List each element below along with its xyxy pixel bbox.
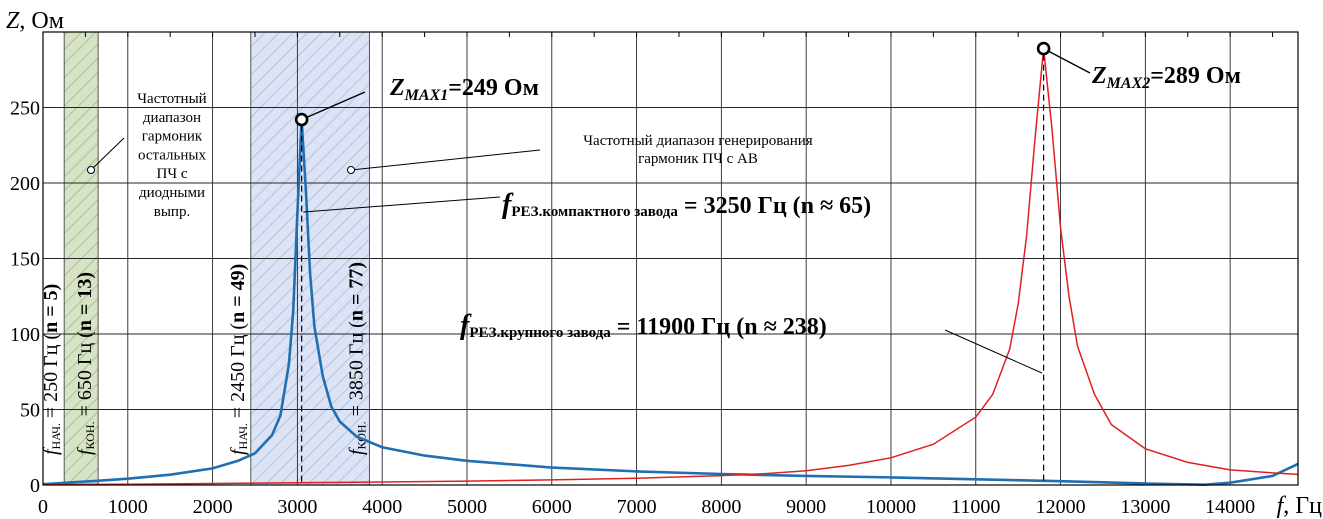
x-tick-label: 1000 [108, 496, 148, 518]
x-tick-label: 0 [38, 496, 48, 518]
series-line-blue [42, 119, 1299, 487]
series-lines [42, 48, 1299, 487]
x-tick-label: 13000 [1120, 496, 1170, 518]
compact-resonance-label: fРЕЗ.компактного завода = 3250 Гц (n ≈ 6… [502, 189, 871, 220]
marker-leader [1043, 47, 1091, 74]
y-tick-label: 150 [10, 249, 40, 271]
axes: 0 1000 2000 3000 4000 5000 6000 7000 8000 9000 100… [6, 8, 1322, 519]
x-tick-label: 9000 [786, 496, 826, 518]
x-tick-label: 12000 [1036, 496, 1086, 518]
band-label-leader [90, 137, 125, 171]
band-label-pointer [87, 166, 95, 174]
x-tick-label: 5000 [447, 496, 487, 518]
band-boundary-labels: fНАЧ. = 250 Гц (n = 5) fКОН. = 650 Гц (n … [40, 262, 368, 455]
x-tick-label: 6000 [532, 496, 572, 518]
band-label-pointer [347, 166, 355, 174]
x-axis-label: f, Гц [1277, 493, 1323, 519]
x-tick-label: 8000 [701, 496, 741, 518]
band-boundary-label: fНАЧ. = 2450 Гц (n = 49) [227, 264, 250, 455]
y-tick-label: 100 [10, 324, 40, 346]
y-tick-label: 250 [10, 98, 40, 120]
band-label-av: Частотный диапазон генерирования гармоник… [583, 133, 813, 167]
peak-label: ZMAX1=249 Ом [389, 75, 539, 104]
plot-frame [42, 31, 1299, 486]
x-tick-label: 11000 [951, 496, 1000, 518]
band-boundary-label: fКОН. = 650 Гц (n = 13) [74, 272, 97, 455]
band-boundary-label: fНАЧ. = 250 Гц (n = 5) [40, 284, 63, 455]
series-line-red [42, 48, 1299, 486]
band-boundary-label: fКОН. = 3850 Гц (n = 77) [345, 262, 368, 455]
x-tick-label: 10000 [866, 496, 916, 518]
x-tick-label: 4000 [362, 496, 402, 518]
peak-label: ZMAX2=289 Ом [1091, 63, 1241, 92]
x-tick-label: 2000 [193, 496, 233, 518]
peak-marker [1036, 41, 1051, 56]
band-label-diode: Частотный диапазон гармоник остальных ПЧ с ди… [137, 91, 206, 220]
y-tick-label: 200 [10, 173, 40, 195]
x-tick-label: 3000 [277, 496, 317, 518]
large-resonance-label: fРЕЗ.крупного завода = 11900 Гц (n ≈ 238… [460, 310, 827, 341]
compact-leader [303, 196, 501, 213]
y-tick-label: 0 [30, 475, 40, 497]
grid [42, 32, 1298, 485]
y-axis-label: Z, Ом [6, 8, 64, 34]
y-tick-label: 50 [20, 400, 40, 422]
annotations: ZMAX1=249 Ом ZMAX2=289 Ом Частотный диапазо… [87, 41, 1241, 374]
marker-leader [301, 91, 366, 121]
peak-marker [294, 112, 309, 127]
x-tick-label: 7000 [617, 496, 657, 518]
band-label-leader [350, 149, 541, 171]
x-tick-label: 14000 [1205, 496, 1255, 518]
large-leader [944, 329, 1043, 374]
